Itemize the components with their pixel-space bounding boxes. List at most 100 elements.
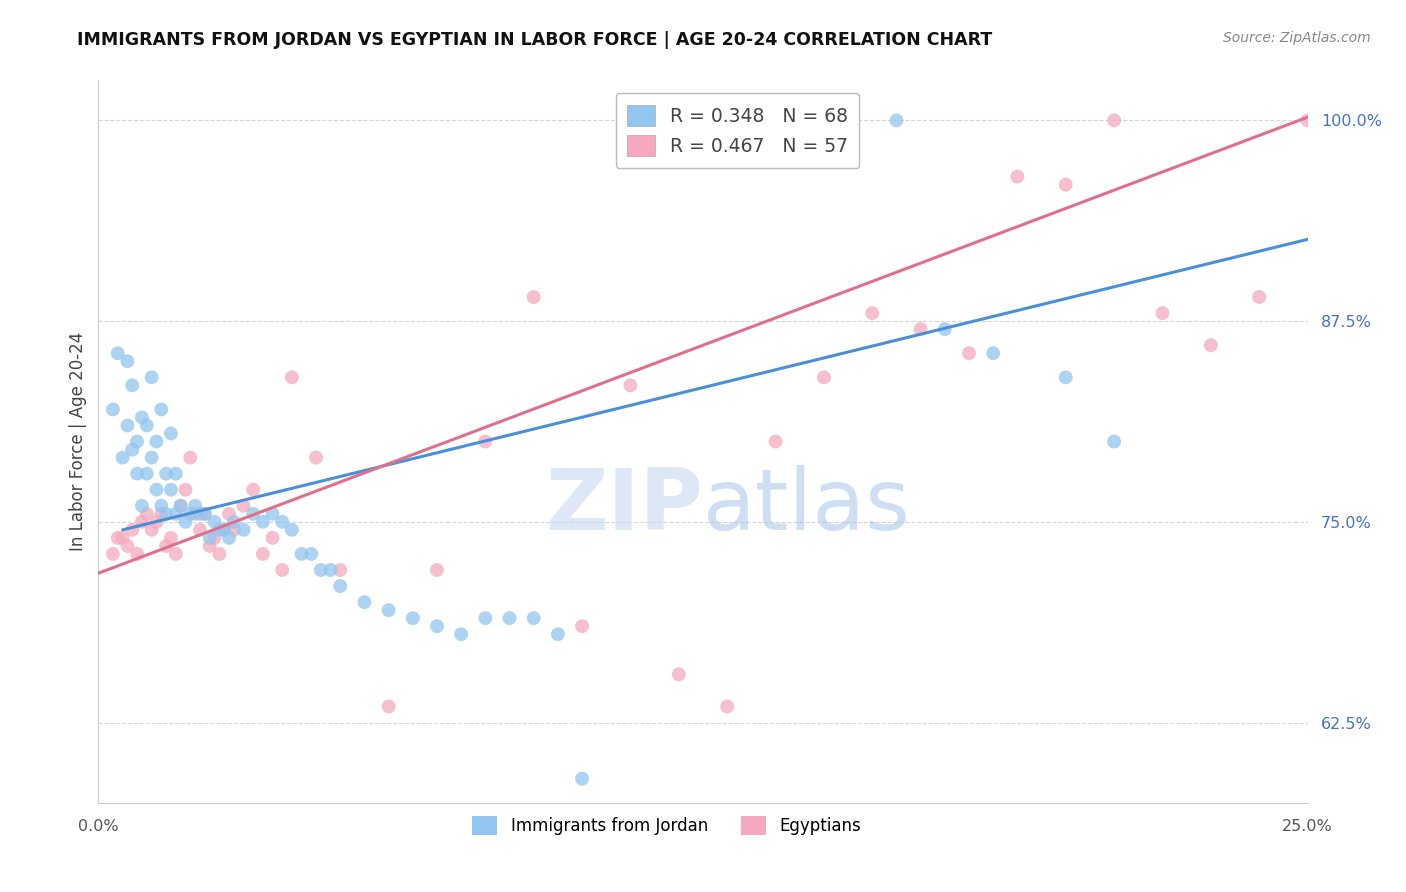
Point	[232, 523, 254, 537]
Point	[319, 563, 342, 577]
Point	[1054, 178, 1077, 192]
Point	[262, 531, 284, 545]
Text: IMMIGRANTS FROM JORDAN VS EGYPTIAN IN LABOR FORCE | AGE 20-24 CORRELATION CHART: IMMIGRANTS FROM JORDAN VS EGYPTIAN IN LA…	[77, 31, 993, 49]
Point	[188, 507, 211, 521]
Point	[262, 507, 284, 521]
Point	[271, 563, 294, 577]
Point	[1199, 338, 1222, 352]
Point	[523, 611, 546, 625]
Point	[155, 539, 177, 553]
Point	[111, 450, 134, 465]
Point	[131, 499, 153, 513]
Y-axis label: In Labor Force | Age 20-24: In Labor Force | Age 20-24	[69, 332, 87, 551]
Point	[329, 563, 352, 577]
Point	[242, 507, 264, 521]
Point	[474, 611, 496, 625]
Point	[1393, 113, 1406, 128]
Point	[165, 507, 187, 521]
Point	[1007, 169, 1029, 184]
Point	[117, 418, 139, 433]
Point	[188, 523, 211, 537]
Point	[765, 113, 787, 128]
Point	[402, 611, 425, 625]
Point	[242, 483, 264, 497]
Point	[212, 523, 235, 537]
Point	[426, 619, 449, 633]
Point	[184, 507, 207, 521]
Point	[174, 515, 197, 529]
Point	[281, 523, 304, 537]
Point	[218, 531, 240, 545]
Point	[208, 523, 231, 537]
Text: Source: ZipAtlas.com: Source: ZipAtlas.com	[1223, 31, 1371, 45]
Point	[141, 523, 163, 537]
Point	[934, 322, 956, 336]
Point	[150, 499, 173, 513]
Point	[309, 563, 332, 577]
Point	[271, 515, 294, 529]
Point	[1054, 370, 1077, 384]
Point	[141, 450, 163, 465]
Point	[1296, 113, 1319, 128]
Point	[281, 370, 304, 384]
Point	[155, 507, 177, 521]
Point	[145, 434, 167, 449]
Point	[131, 515, 153, 529]
Point	[127, 467, 149, 481]
Point	[450, 627, 472, 641]
Point	[169, 499, 191, 513]
Point	[198, 531, 221, 545]
Point	[127, 434, 149, 449]
Point	[194, 507, 217, 521]
Point	[150, 402, 173, 417]
Point	[1344, 113, 1367, 128]
Point	[135, 467, 157, 481]
Point	[474, 434, 496, 449]
Point	[135, 418, 157, 433]
Point	[910, 322, 932, 336]
Point	[981, 346, 1004, 360]
Point	[101, 547, 124, 561]
Point	[716, 699, 738, 714]
Point	[111, 531, 134, 545]
Point	[1102, 434, 1125, 449]
Point	[212, 523, 235, 537]
Point	[377, 603, 399, 617]
Point	[145, 515, 167, 529]
Point	[121, 523, 143, 537]
Point	[208, 547, 231, 561]
Point	[155, 467, 177, 481]
Point	[619, 378, 641, 392]
Point	[145, 483, 167, 497]
Point	[1249, 290, 1271, 304]
Point	[150, 507, 173, 521]
Point	[117, 354, 139, 368]
Point	[498, 611, 520, 625]
Point	[232, 499, 254, 513]
Point	[252, 547, 274, 561]
Point	[101, 402, 124, 417]
Point	[184, 499, 207, 513]
Point	[571, 772, 593, 786]
Point	[886, 113, 908, 128]
Point	[353, 595, 375, 609]
Point	[222, 523, 245, 537]
Legend: Immigrants from Jordan, Egyptians: Immigrants from Jordan, Egyptians	[463, 805, 872, 845]
Point	[1320, 113, 1343, 128]
Point	[131, 410, 153, 425]
Point	[957, 346, 980, 360]
Point	[174, 483, 197, 497]
Point	[222, 515, 245, 529]
Point	[165, 547, 187, 561]
Point	[1102, 113, 1125, 128]
Point	[252, 515, 274, 529]
Point	[837, 113, 859, 128]
Point	[117, 539, 139, 553]
Point	[107, 346, 129, 360]
Point	[204, 515, 226, 529]
Point	[198, 539, 221, 553]
Point	[127, 547, 149, 561]
Point	[160, 483, 183, 497]
Point	[813, 370, 835, 384]
Point	[121, 378, 143, 392]
